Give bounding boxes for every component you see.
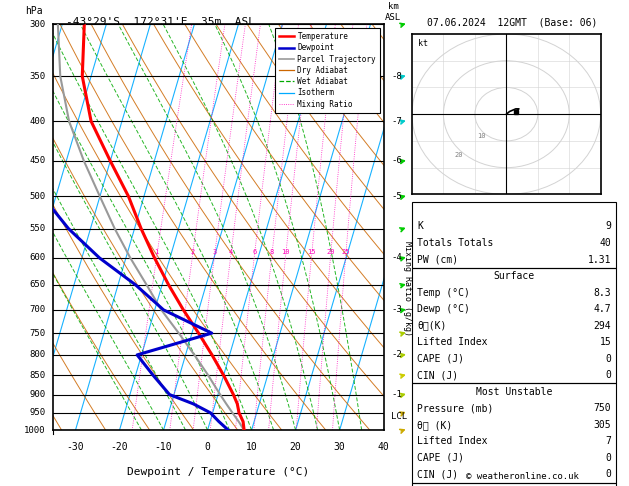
Text: 4: 4 xyxy=(228,249,233,255)
Text: -8: -8 xyxy=(391,72,402,81)
Text: -3: -3 xyxy=(391,305,402,314)
Text: 450: 450 xyxy=(29,156,45,165)
Text: 10: 10 xyxy=(281,249,290,255)
Text: 20: 20 xyxy=(455,152,463,157)
Text: 15: 15 xyxy=(307,249,316,255)
Text: 1.31: 1.31 xyxy=(588,255,611,264)
Text: Totals Totals: Totals Totals xyxy=(417,238,493,248)
Text: 300: 300 xyxy=(29,20,45,29)
Text: -6: -6 xyxy=(391,156,402,165)
Text: θᴄ (K): θᴄ (K) xyxy=(417,420,452,430)
Text: 9: 9 xyxy=(606,222,611,231)
Text: 850: 850 xyxy=(29,371,45,380)
Text: 40: 40 xyxy=(378,442,389,452)
Text: 0: 0 xyxy=(606,469,611,479)
Text: CAPE (J): CAPE (J) xyxy=(417,453,464,463)
Text: 350: 350 xyxy=(29,72,45,81)
Text: 7: 7 xyxy=(606,436,611,446)
Text: 0: 0 xyxy=(606,354,611,364)
Text: 4.7: 4.7 xyxy=(594,304,611,314)
Text: 294: 294 xyxy=(594,321,611,330)
Text: 950: 950 xyxy=(29,408,45,417)
Text: 600: 600 xyxy=(29,253,45,262)
Text: 25: 25 xyxy=(342,249,350,255)
Text: © weatheronline.co.uk: © weatheronline.co.uk xyxy=(465,472,579,481)
Text: 3: 3 xyxy=(212,249,216,255)
Text: K: K xyxy=(417,222,423,231)
Text: 30: 30 xyxy=(334,442,345,452)
Text: 07.06.2024  12GMT  (Base: 06): 07.06.2024 12GMT (Base: 06) xyxy=(428,17,598,27)
Text: 10: 10 xyxy=(477,133,485,139)
Text: 0: 0 xyxy=(606,370,611,380)
Text: kt: kt xyxy=(418,39,428,48)
Text: -7: -7 xyxy=(391,117,402,126)
Text: 1: 1 xyxy=(154,249,159,255)
Text: 650: 650 xyxy=(29,280,45,289)
Text: 10: 10 xyxy=(246,442,257,452)
Text: Surface: Surface xyxy=(494,271,535,281)
Text: -1: -1 xyxy=(391,390,402,399)
Text: -4: -4 xyxy=(391,253,402,262)
Text: 0: 0 xyxy=(606,453,611,463)
Legend: Temperature, Dewpoint, Parcel Trajectory, Dry Adiabat, Wet Adiabat, Isotherm, Mi: Temperature, Dewpoint, Parcel Trajectory… xyxy=(276,28,380,112)
Text: 1000: 1000 xyxy=(24,426,45,434)
Text: 750: 750 xyxy=(594,403,611,413)
Text: Most Unstable: Most Unstable xyxy=(476,387,552,397)
Text: 550: 550 xyxy=(29,224,45,233)
Text: Mixing Ratio (g/kg): Mixing Ratio (g/kg) xyxy=(403,241,412,335)
Text: 2: 2 xyxy=(190,249,194,255)
Text: 15: 15 xyxy=(599,337,611,347)
Text: 20: 20 xyxy=(290,442,301,452)
Text: 800: 800 xyxy=(29,350,45,360)
Text: CIN (J): CIN (J) xyxy=(417,370,458,380)
Text: PW (cm): PW (cm) xyxy=(417,255,458,264)
Text: CAPE (J): CAPE (J) xyxy=(417,354,464,364)
Text: 8.3: 8.3 xyxy=(594,288,611,297)
Text: hPa: hPa xyxy=(25,6,43,16)
Text: θᴄ(K): θᴄ(K) xyxy=(417,321,447,330)
Text: Temp (°C): Temp (°C) xyxy=(417,288,470,297)
Text: 305: 305 xyxy=(594,420,611,430)
Text: km
ASL: km ASL xyxy=(385,2,401,22)
Text: 750: 750 xyxy=(29,329,45,338)
Text: -20: -20 xyxy=(111,442,128,452)
Text: -10: -10 xyxy=(155,442,172,452)
Text: LCL: LCL xyxy=(391,412,408,421)
Text: Dewpoint / Temperature (°C): Dewpoint / Temperature (°C) xyxy=(128,467,309,477)
Text: 700: 700 xyxy=(29,305,45,314)
Text: Dewp (°C): Dewp (°C) xyxy=(417,304,470,314)
Text: Lifted Index: Lifted Index xyxy=(417,436,487,446)
Text: 40: 40 xyxy=(599,238,611,248)
Text: -5: -5 xyxy=(391,192,402,201)
Text: 900: 900 xyxy=(29,390,45,399)
Text: 20: 20 xyxy=(326,249,335,255)
Text: Pressure (mb): Pressure (mb) xyxy=(417,403,493,413)
Text: -2: -2 xyxy=(391,350,402,360)
Text: 6: 6 xyxy=(252,249,256,255)
Text: Lifted Index: Lifted Index xyxy=(417,337,487,347)
Text: 8: 8 xyxy=(269,249,274,255)
Text: -30: -30 xyxy=(67,442,84,452)
Text: 400: 400 xyxy=(29,117,45,126)
Text: 500: 500 xyxy=(29,192,45,201)
Text: CIN (J): CIN (J) xyxy=(417,469,458,479)
Text: -43°29'S  172°31'E  35m  ASL: -43°29'S 172°31'E 35m ASL xyxy=(66,17,255,27)
Text: 0: 0 xyxy=(204,442,211,452)
